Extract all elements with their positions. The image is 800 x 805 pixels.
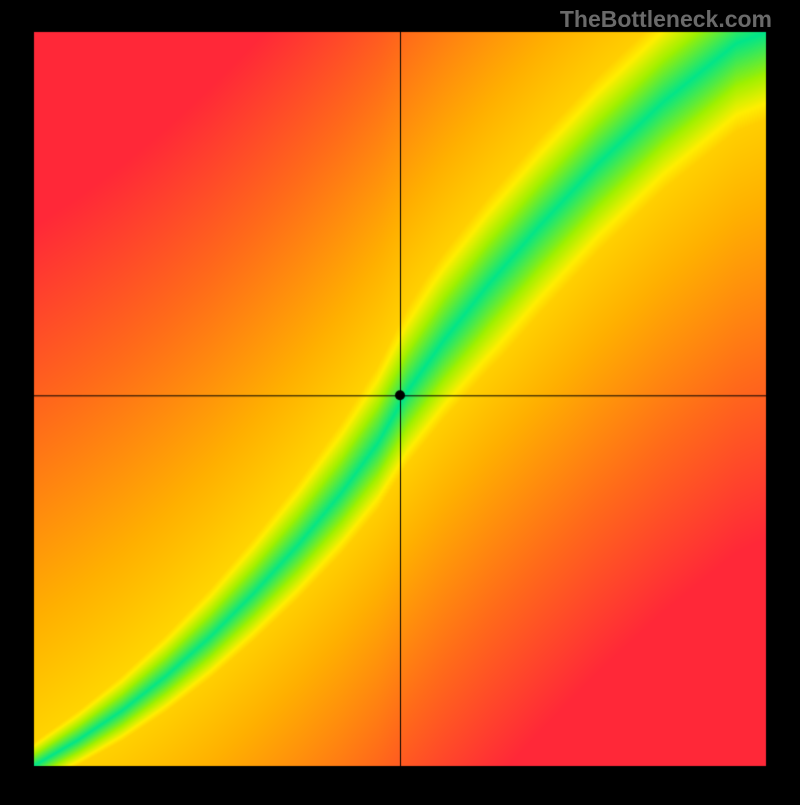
watermark-label: TheBottleneck.com — [560, 6, 772, 33]
heatmap-plot — [0, 0, 800, 805]
